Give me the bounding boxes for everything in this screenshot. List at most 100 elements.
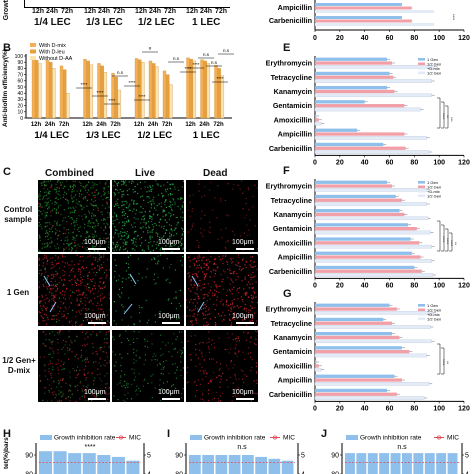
cell-dot xyxy=(183,180,184,182)
cell-dot xyxy=(45,242,47,245)
cell-dot xyxy=(250,336,252,338)
cell-dot xyxy=(147,225,150,227)
cell-dot xyxy=(248,274,250,276)
cell-dot xyxy=(55,255,57,257)
cell-dot xyxy=(80,182,82,184)
cell-dot xyxy=(186,299,188,301)
cell-dot xyxy=(86,331,88,333)
cell-dot xyxy=(157,183,159,185)
cell-dot xyxy=(197,357,199,359)
cell-dot xyxy=(53,301,56,303)
cell-dot xyxy=(49,362,51,364)
cell-dot xyxy=(209,276,211,278)
bar xyxy=(315,57,388,61)
cell-dot xyxy=(116,383,119,385)
cell-dot xyxy=(169,314,171,316)
cell-dot xyxy=(203,273,205,275)
cell-dot xyxy=(95,219,97,221)
cell-dot xyxy=(105,392,107,394)
cell-dot xyxy=(86,249,88,251)
cell-dot xyxy=(98,317,100,319)
cell-dot xyxy=(57,362,59,364)
cell-dot xyxy=(81,267,83,269)
cell-dot xyxy=(253,343,256,345)
cell-dot xyxy=(40,218,42,220)
cell-dot xyxy=(193,316,195,318)
y-tick-label: 90 xyxy=(25,453,33,460)
cell-dot xyxy=(207,382,209,384)
cell-dot xyxy=(76,298,78,300)
category-label: Kanamycin xyxy=(274,87,312,96)
cell-dot xyxy=(157,276,159,279)
cell-dot xyxy=(195,354,197,356)
cell-dot xyxy=(108,192,110,194)
cell-dot xyxy=(196,384,198,386)
cell-dot xyxy=(69,289,71,291)
cell-dot xyxy=(85,365,87,367)
cell-dot xyxy=(49,291,51,293)
cell-dot xyxy=(88,210,90,212)
cell-dot xyxy=(99,377,101,379)
cell-dot xyxy=(98,268,100,271)
cell-dot xyxy=(61,316,63,318)
cell-dot xyxy=(208,341,210,343)
cell-dot xyxy=(249,305,251,307)
cell-dot xyxy=(250,274,252,276)
microscopy-image xyxy=(38,180,110,252)
cell-dot xyxy=(112,242,114,244)
cell-dot xyxy=(91,399,93,402)
cell-dot xyxy=(116,183,119,185)
bar xyxy=(314,107,421,112)
cell-dot xyxy=(163,361,165,363)
sig-bracket xyxy=(441,101,445,129)
y-tick-label: 10 xyxy=(17,110,23,116)
cell-dot xyxy=(171,193,173,196)
cell-dot xyxy=(39,204,41,206)
cell-dot xyxy=(180,356,182,358)
cell-dot xyxy=(76,354,78,356)
cell-dot xyxy=(193,313,195,315)
bar xyxy=(203,60,207,119)
time-label: 72h xyxy=(164,8,177,15)
cell-dot xyxy=(39,195,42,197)
legend-label: +D-mix xyxy=(427,189,440,194)
cell-dot xyxy=(125,241,127,243)
cell-dot xyxy=(85,294,87,296)
cell-dot xyxy=(191,210,193,212)
cell-dot xyxy=(238,265,241,267)
cell-dot xyxy=(206,342,208,344)
cell-dot xyxy=(171,208,173,210)
legend-label: Without D-AA xyxy=(39,56,73,62)
cell-dot xyxy=(214,316,216,319)
cell-dot xyxy=(68,245,70,247)
cell-dot xyxy=(143,250,145,252)
cell-dot xyxy=(237,184,239,186)
cell-dot xyxy=(177,198,179,200)
cell-dot xyxy=(250,400,252,402)
cell-dot xyxy=(160,247,162,250)
cell-dot xyxy=(238,325,240,326)
cell-dot xyxy=(64,368,66,370)
cell-dot xyxy=(245,325,248,326)
cell-dot xyxy=(157,255,159,257)
cell-dot xyxy=(92,184,94,186)
cell-dot xyxy=(171,250,173,252)
cell-dot xyxy=(159,362,161,364)
cell-dot xyxy=(142,226,144,228)
arrow-marker xyxy=(123,303,133,315)
cell-dot xyxy=(69,186,71,188)
lec-label: 1 LEC xyxy=(192,17,221,28)
cell-dot xyxy=(245,291,247,294)
cell-dot xyxy=(62,325,64,326)
cell-dot xyxy=(48,370,50,373)
cell-dot xyxy=(56,181,59,183)
cell-dot xyxy=(207,262,209,264)
cell-dot xyxy=(227,268,229,270)
x-tick-label: 24h xyxy=(148,122,159,128)
cell-dot xyxy=(188,276,190,278)
cell-dot xyxy=(203,278,205,280)
cell-dot xyxy=(84,359,86,361)
cell-dot xyxy=(180,361,182,363)
cell-dot xyxy=(108,331,110,333)
cell-dot xyxy=(87,336,89,338)
